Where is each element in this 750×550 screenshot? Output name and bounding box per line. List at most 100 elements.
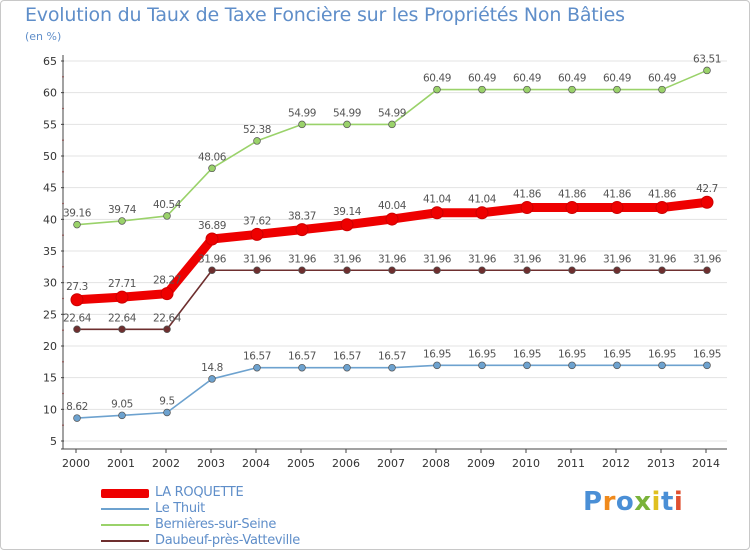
legend-item-la-roquette[interactable]: LA ROQUETTE [101,485,381,501]
data-point-bernieres-sur-seine [73,220,81,229]
x-tick-label: 2007 [377,457,405,470]
data-label-le-thuit: 16.95 [468,348,496,360]
data-point-la-roquette [295,223,309,237]
data-label-daubeuf-pres-vatteville: 31.96 [243,253,272,265]
data-point-daubeuf-pres-vatteville [478,266,486,275]
y-tick-label: 40 [43,213,57,226]
data-point-bernieres-sur-seine [163,212,171,220]
legend-label: Le Thuit [155,501,205,516]
data-point-bernieres-sur-seine [298,120,306,129]
data-point-le-thuit [568,361,576,370]
data-point-daubeuf-pres-vatteville [388,266,396,275]
legend-swatch-daubeuf-pres-vatteville [101,540,149,542]
data-point-la-roquette [160,287,174,301]
data-point-daubeuf-pres-vatteville [523,266,531,275]
data-label-daubeuf-pres-vatteville: 31.96 [333,253,362,265]
data-point-le-thuit [253,363,261,372]
data-point-daubeuf-pres-vatteville [208,266,216,275]
x-tick-label: 2008 [422,457,450,470]
data-point-le-thuit [703,361,711,370]
data-point-le-thuit [163,408,171,417]
y-tick-label: 60 [43,87,57,100]
data-label-bernieres-sur-seine: 60.49 [558,73,586,85]
legend-item-daubeuf-pres-vatteville[interactable]: Daubeuf-près-Vatteville [101,533,381,549]
data-point-la-roquette [205,232,219,246]
data-point-la-roquette [250,227,264,241]
data-point-le-thuit [523,361,531,370]
data-point-daubeuf-pres-vatteville [658,266,666,275]
series-line-le-thuit [76,364,708,419]
data-point-bernieres-sur-seine [523,85,531,94]
data-label-bernieres-sur-seine: 60.49 [468,73,496,85]
data-point-le-thuit [298,363,306,372]
legend-item-le-thuit[interactable]: Le Thuit [101,501,381,517]
proxiti-logo: Proxiti [583,487,683,517]
data-label-la-roquette: 28.27 [153,275,181,287]
data-point-le-thuit [118,411,126,420]
data-point-daubeuf-pres-vatteville [163,325,171,334]
data-label-bernieres-sur-seine: 63.51 [693,53,721,65]
data-point-daubeuf-pres-vatteville [73,325,81,334]
data-point-la-roquette [385,212,399,226]
data-label-la-roquette: 41.04 [468,194,497,206]
data-label-la-roquette: 27.71 [108,278,136,290]
data-label-daubeuf-pres-vatteville: 31.96 [648,253,677,265]
data-label-la-roquette: 41.86 [603,189,632,201]
x-tick-label: 2006 [332,457,360,470]
data-point-la-roquette [610,201,624,215]
data-point-la-roquette [115,290,129,304]
data-point-la-roquette [475,206,489,220]
axes: 5 10 15 20 25 30 35 40 45 50 55 60 65 2000 2001 2002 200… [43,55,727,470]
data-point-bernieres-sur-seine [433,85,441,94]
data-label-le-thuit: 16.57 [243,351,271,363]
legend-item-bernieres-sur-seine[interactable]: Bernières-sur-Seine [101,517,381,533]
data-label-bernieres-sur-seine: 54.99 [378,107,406,119]
data-point-le-thuit [343,363,351,372]
data-label-la-roquette: 42.7 [696,183,718,195]
data-point-bernieres-sur-seine [568,85,576,94]
y-tick-label: 25 [43,308,57,321]
y-tick-label: 45 [43,182,57,195]
data-label-le-thuit: 9.05 [111,398,133,410]
y-tick-label: 35 [43,245,57,258]
y-tick-label: 30 [43,277,57,290]
data-label-daubeuf-pres-vatteville: 31.96 [603,253,632,265]
legend-swatch-la-roquette [101,489,149,498]
y-tick-label: 15 [43,372,57,385]
data-label-le-thuit: 16.95 [513,348,541,360]
logo-letter: i [651,487,661,517]
data-point-le-thuit [208,375,216,383]
data-label-daubeuf-pres-vatteville: 31.96 [288,253,317,265]
x-tick-label: 2004 [242,457,270,470]
data-label-bernieres-sur-seine: 39.74 [108,204,137,216]
data-label-bernieres-sur-seine: 48.06 [198,151,227,163]
data-label-bernieres-sur-seine: 40.54 [153,199,182,211]
data-label-le-thuit: 16.95 [693,348,721,360]
logo-letter: x [634,487,652,517]
data-label-daubeuf-pres-vatteville: 31.96 [468,253,497,265]
data-labels: 22.64 22.64 22.64 31.96 31.96 31.96 31.96 31.96… [63,53,722,413]
data-point-bernieres-sur-seine [208,164,216,173]
legend-label: LA ROQUETTE [155,485,244,500]
data-point-le-thuit [388,363,396,372]
legend: LA ROQUETTE Le Thuit Bernières-sur-Seine… [101,485,381,549]
data-label-bernieres-sur-seine: 39.16 [63,208,92,220]
y-tick-label: 20 [43,340,57,353]
x-tick-label: 2011 [557,457,585,470]
x-tick-label: 2003 [197,457,225,470]
data-point-la-roquette [340,218,354,232]
data-label-bernieres-sur-seine: 54.99 [288,107,316,119]
data-point-la-roquette [655,201,669,215]
data-point-bernieres-sur-seine [343,120,351,129]
data-label-la-roquette: 39.14 [333,206,362,218]
data-label-bernieres-sur-seine: 60.49 [648,73,676,85]
x-tick-label: 2012 [602,457,630,470]
data-label-bernieres-sur-seine: 52.38 [243,124,271,136]
x-tick-label: 2010 [512,457,540,470]
y-tick-label: 55 [43,118,57,131]
chart-title: Evolution du Taux de Taxe Foncière sur l… [25,4,625,26]
data-label-daubeuf-pres-vatteville: 31.96 [558,253,587,265]
data-point-bernieres-sur-seine [253,137,261,145]
